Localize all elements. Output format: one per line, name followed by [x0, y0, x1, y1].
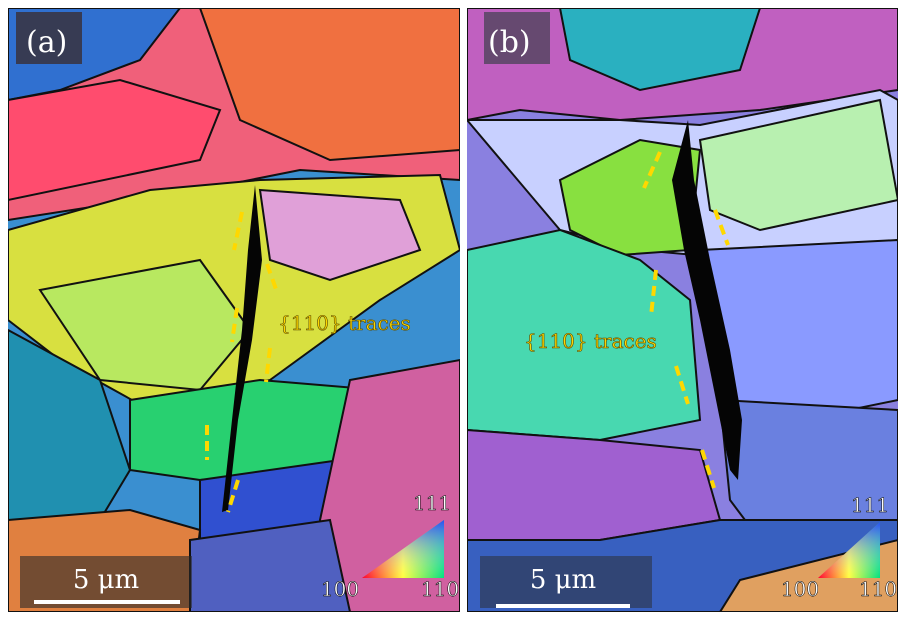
- legend-label: 111: [851, 493, 889, 517]
- legend-label: 111: [413, 491, 451, 515]
- legend-label: 110: [859, 577, 897, 601]
- panel-label: (b): [488, 25, 531, 60]
- panel-label: (a): [26, 25, 67, 60]
- panel-a: [8, 8, 460, 612]
- legend-label: 110: [421, 577, 459, 601]
- figure: (a) {110} traces 5 μm 111 100 110 (b) {1…: [0, 0, 906, 619]
- panel-b: [467, 8, 898, 612]
- annotation: {110} traces: [278, 311, 411, 335]
- annotation: {110} traces: [524, 329, 657, 353]
- legend-label: 100: [321, 577, 359, 601]
- legend-label: 100: [781, 577, 819, 601]
- scale-bar-label: 5 μm: [530, 565, 596, 595]
- scale-bar-label: 5 μm: [73, 565, 139, 595]
